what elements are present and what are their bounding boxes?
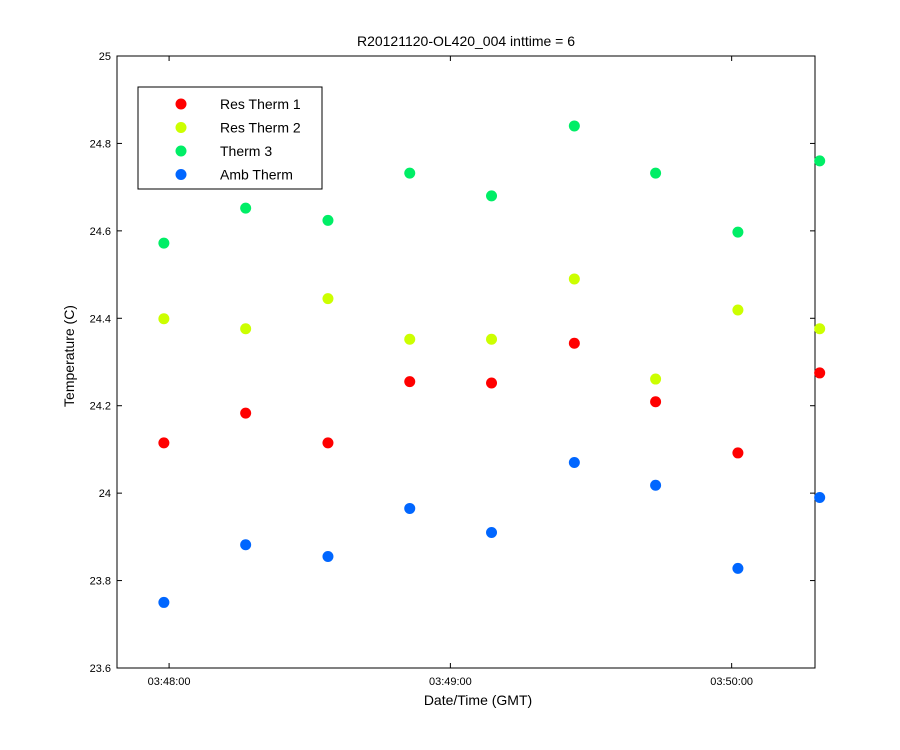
point-res-therm-2 <box>322 293 334 305</box>
y-tick-label: 24.8 <box>90 138 111 150</box>
point-res-therm-1 <box>240 407 252 419</box>
legend-marker-amb-therm <box>175 169 187 180</box>
point-res-therm-2 <box>486 333 498 345</box>
point-res-therm-2 <box>732 304 744 316</box>
legend-label-therm-3: Therm 3 <box>220 143 272 159</box>
y-tick-label: 24.4 <box>90 313 111 325</box>
y-tick-label: 24.6 <box>90 226 111 238</box>
point-amb-therm <box>486 526 498 538</box>
point-res-therm-1 <box>650 396 662 408</box>
point-therm-3 <box>404 167 416 179</box>
y-tick-label: 24 <box>99 488 111 500</box>
legend-label-res-therm-1: Res Therm 1 <box>220 96 301 112</box>
chart-title: R20121120-OL420_004 inttime = 6 <box>357 33 575 49</box>
x-tick-label: 03:48:00 <box>148 676 191 688</box>
y-tick-label: 25 <box>99 51 111 63</box>
point-res-therm-1 <box>814 367 826 379</box>
legend-marker-res-therm-1 <box>175 98 187 110</box>
point-therm-3 <box>814 155 826 167</box>
point-res-therm-1 <box>158 437 170 449</box>
y-tick-label: 24.2 <box>90 401 111 413</box>
point-therm-3 <box>650 167 662 179</box>
point-res-therm-1 <box>486 377 498 389</box>
point-res-therm-2 <box>240 323 252 335</box>
legend-label-amb-therm: Amb Therm <box>220 167 293 183</box>
point-amb-therm <box>732 562 744 574</box>
point-amb-therm <box>404 502 416 514</box>
point-res-therm-2 <box>404 333 416 345</box>
x-tick-label: 03:49:00 <box>429 676 472 688</box>
point-therm-3 <box>486 190 498 202</box>
y-axis: 23.6 23.8 24 24.2 24.4 24.6 24.8 25 <box>90 51 815 675</box>
x-axis: 03:48:00 03:49:00 03:50:00 <box>148 56 753 688</box>
legend-label-res-therm-2: Res Therm 2 <box>220 120 301 136</box>
point-therm-3 <box>240 202 252 214</box>
point-amb-therm <box>322 551 334 563</box>
point-amb-therm <box>814 492 826 504</box>
legend: Res Therm 1 Res Therm 2 Therm 3 Amb Therm <box>137 86 323 190</box>
point-res-therm-1 <box>322 437 334 449</box>
point-res-therm-2 <box>568 273 580 285</box>
point-amb-therm <box>158 596 170 608</box>
point-res-therm-2 <box>650 373 662 385</box>
y-axis-label: Temperature (C) <box>61 305 77 407</box>
point-therm-3 <box>158 237 170 249</box>
point-therm-3 <box>732 226 744 238</box>
point-res-therm-1 <box>568 337 580 349</box>
x-tick-label: 03:50:00 <box>710 676 753 688</box>
point-therm-3 <box>322 214 334 226</box>
point-res-therm-2 <box>158 313 170 325</box>
legend-box <box>137 86 323 190</box>
y-tick-label: 23.6 <box>90 663 111 675</box>
legend-marker-therm-3 <box>175 145 187 157</box>
point-therm-3 <box>568 120 580 132</box>
point-res-therm-1 <box>404 376 416 388</box>
legend-marker-res-therm-2 <box>175 122 187 133</box>
x-axis-label: Date/Time (GMT) <box>424 692 532 708</box>
y-tick-label: 23.8 <box>90 576 111 588</box>
point-amb-therm <box>650 479 662 491</box>
point-res-therm-2 <box>814 323 826 335</box>
point-amb-therm <box>240 539 252 551</box>
point-amb-therm <box>568 457 580 469</box>
point-res-therm-1 <box>732 447 744 459</box>
data-points <box>158 120 826 608</box>
